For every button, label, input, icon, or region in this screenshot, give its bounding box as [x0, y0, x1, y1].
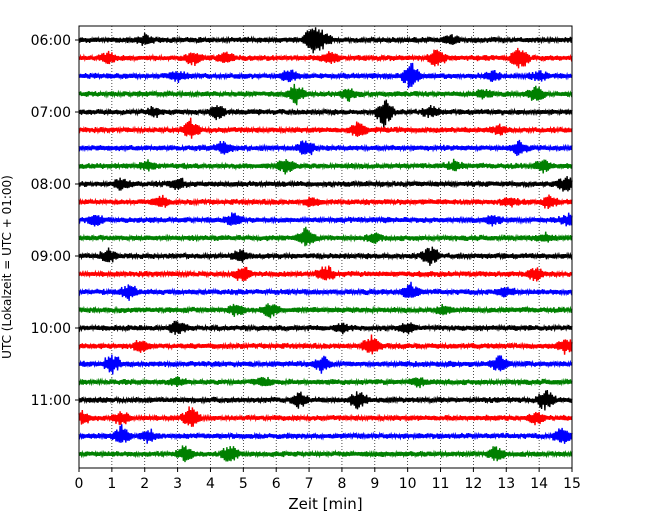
x-tick-label: 9 — [370, 476, 379, 492]
trace-row — [78, 389, 573, 411]
trace-row — [78, 334, 573, 355]
trace-row — [78, 27, 573, 54]
x-axis: 0 1 2 3 4 5 6 7 8 9 10 11 12 13 14 15 — [75, 468, 581, 492]
y-axis-label: UTC (Lokalzeit = UTC + 01:00) — [0, 175, 14, 359]
x-tick-label: 13 — [497, 476, 515, 492]
y-tick-label: 09:00 — [31, 249, 71, 265]
x-tick-label: 14 — [530, 476, 548, 492]
trace-row — [78, 158, 573, 175]
trace-row — [78, 83, 573, 106]
x-tick-label: 4 — [206, 476, 215, 492]
trace-row — [78, 281, 573, 301]
trace-row — [78, 303, 573, 319]
x-tick-label: 10 — [399, 476, 417, 492]
trace-row — [78, 226, 573, 247]
trace-row — [78, 354, 573, 375]
x-tick-label: 6 — [272, 476, 281, 492]
trace-row — [78, 376, 573, 389]
trace-row — [78, 139, 573, 156]
x-tick-label: 7 — [305, 476, 314, 492]
y-tick-label: 08:00 — [31, 177, 71, 193]
trace-row — [78, 406, 573, 427]
x-tick-label: 8 — [337, 476, 346, 492]
trace-row — [78, 194, 573, 210]
y-tick-label: 06:00 — [31, 33, 71, 49]
trace-row — [78, 99, 573, 128]
trace-row — [78, 212, 573, 227]
trace-row — [78, 265, 573, 282]
trace-row — [78, 445, 573, 463]
x-tick-label: 1 — [107, 476, 116, 492]
plot-frame — [78, 25, 573, 469]
trace-row — [78, 47, 573, 69]
x-tick-label: 15 — [563, 476, 581, 492]
y-tick-label: 10:00 — [31, 321, 71, 337]
x-tick-label: 0 — [75, 476, 84, 492]
x-axis-label: Zeit [min] — [288, 495, 362, 513]
x-tick-label: 3 — [173, 476, 182, 492]
y-tick-label: 11:00 — [31, 393, 71, 409]
trace-row — [78, 176, 573, 192]
y-axis: 06:00 07:00 08:00 09:00 10:00 11:00 — [31, 33, 79, 409]
x-tick-label: 5 — [239, 476, 248, 492]
trace-row — [78, 320, 573, 335]
trace-row — [78, 246, 573, 266]
y-tick-label: 07:00 — [31, 105, 71, 121]
trace-row — [78, 62, 573, 89]
seismic-traces — [78, 27, 573, 463]
x-tick-label: 2 — [140, 476, 149, 492]
x-tick-label: 12 — [464, 476, 482, 492]
trace-row — [78, 424, 573, 444]
trace-row — [78, 117, 573, 139]
x-tick-label: 11 — [432, 476, 450, 492]
